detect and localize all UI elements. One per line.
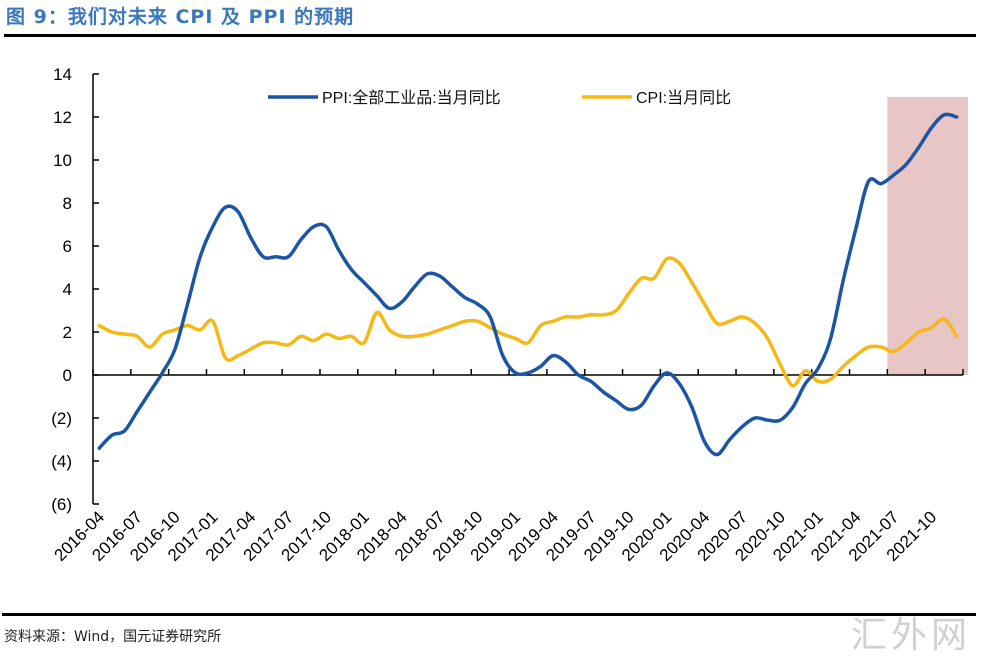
watermark-logo: 汇外网: [850, 615, 971, 656]
y-tick-label: 8: [63, 194, 72, 213]
y-tick-label: (6): [51, 495, 72, 514]
figure-title: 图 9：我们对未来 CPI 及 PPI 的预期: [6, 6, 355, 28]
chart: 14121086420(2)(4)(6)2016-042016-072016-1…: [51, 65, 968, 565]
y-tick-label: 14: [53, 65, 72, 84]
legend-label: CPI:当月同比: [636, 89, 731, 107]
y-tick-label: 0: [63, 366, 72, 385]
y-tick-label: 10: [53, 151, 72, 170]
cpi-line: [97, 256, 959, 388]
legend-label: PPI:全部工业品:当月同比: [322, 89, 501, 107]
y-tick-label: 12: [53, 108, 72, 127]
source-note: 资料来源：Wind，国元证券研究所: [4, 629, 222, 645]
y-tick-label: 6: [63, 237, 72, 256]
footer-divider: [2, 613, 976, 616]
y-tick-label: (2): [51, 409, 72, 428]
ppi-line: [97, 112, 959, 457]
y-tick-label: 2: [63, 323, 72, 342]
title-divider: [4, 34, 976, 37]
y-tick-label: 4: [63, 280, 72, 299]
y-tick-label: (4): [51, 452, 72, 471]
